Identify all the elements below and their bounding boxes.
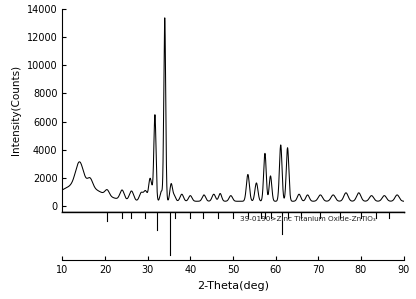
Y-axis label: Intensity(Counts): Intensity(Counts): [11, 65, 21, 155]
Text: 39-0190>Zinc Titanium Oxide-ZnTiO₃: 39-0190>Zinc Titanium Oxide-ZnTiO₃: [240, 216, 376, 222]
X-axis label: 2-Theta(deg): 2-Theta(deg): [197, 280, 269, 291]
